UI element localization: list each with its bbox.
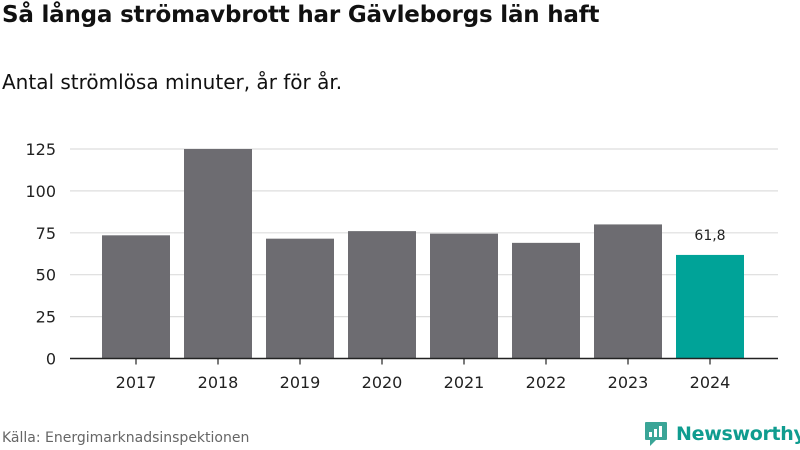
x-tick-label: 2020 xyxy=(362,373,403,392)
brand-logo: Newsworthy xyxy=(644,420,800,448)
chart-title: Så långa strömavbrott har Gävleborgs län… xyxy=(2,2,600,28)
y-axis-ticks: 0 25 50 75 100 125 xyxy=(25,140,56,369)
x-tick-label: 2022 xyxy=(526,373,567,392)
bar-2019 xyxy=(266,238,334,359)
data-label: 61,8 xyxy=(694,228,725,244)
y-tick-label: 125 xyxy=(25,140,56,159)
y-tick-label: 50 xyxy=(36,266,56,285)
bars xyxy=(102,149,744,359)
x-tick-label: 2024 xyxy=(690,373,731,392)
bar-2021 xyxy=(430,233,498,359)
x-axis-ticks: 2017 2018 2019 2020 2021 2022 2023 2024 xyxy=(70,357,778,392)
bar-2020 xyxy=(348,231,416,359)
bar-2017 xyxy=(102,235,170,359)
bar-2018 xyxy=(184,149,252,359)
y-tick-label: 100 xyxy=(25,182,56,201)
y-tick-label: 25 xyxy=(36,308,56,327)
x-tick-label: 2019 xyxy=(280,373,321,392)
bar-2024 xyxy=(676,254,744,359)
x-tick-label: 2017 xyxy=(116,373,157,392)
bar-2023 xyxy=(594,224,662,359)
x-tick-label: 2023 xyxy=(608,373,649,392)
y-tick-label: 75 xyxy=(36,224,56,243)
data-labels: 61,8 xyxy=(694,228,725,244)
y-tick-label: 0 xyxy=(46,350,56,369)
gridlines xyxy=(70,148,778,318)
chart-subtitle: Antal strömlösa minuter, år för år. xyxy=(2,70,343,94)
x-tick-label: 2018 xyxy=(198,373,239,392)
brand-name: Newsworthy xyxy=(676,423,800,445)
x-tick-label: 2021 xyxy=(444,373,485,392)
source-note: Källa: Energimarknadsinspektionen xyxy=(2,430,250,446)
newsworthy-logo-icon xyxy=(645,422,667,446)
bar-2022 xyxy=(512,242,580,359)
